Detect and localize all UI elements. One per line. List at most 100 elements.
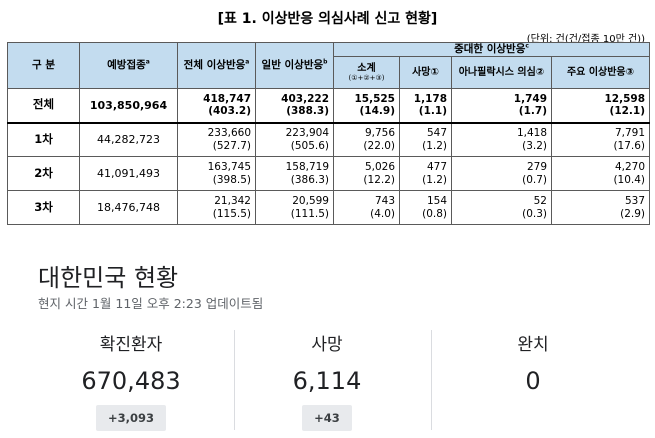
stat-change: +43 — [302, 405, 352, 431]
table-cell: 20,599 (111.5) — [255, 190, 334, 225]
header-anaphylaxis: 아나필락시스 의심② — [451, 56, 552, 89]
table-cell: 103,850,964 — [79, 88, 178, 124]
anaphylaxis-rate-value: (1.7) — [518, 105, 547, 118]
total-value: 233,660 — [207, 127, 251, 140]
unit-note: (단위: 건(건/접종 10만 건)) — [526, 34, 645, 45]
label-value: 2차 — [34, 165, 53, 180]
stat-value: 0 — [525, 367, 541, 395]
table-cell: 18,476,748 — [79, 190, 178, 225]
table-cell: 2차 — [7, 156, 80, 191]
table-cell: 3차 — [7, 190, 80, 225]
general-rate-value: (505.6) — [290, 139, 329, 152]
table-cell: 44,282,723 — [79, 122, 178, 157]
table-cell: 9,756 (22.0) — [333, 122, 400, 157]
table-cell: 233,660 (527.7) — [177, 122, 256, 157]
subtotal-rate-value: (12.2) — [363, 173, 395, 186]
stat-value: 670,483 — [81, 367, 181, 395]
table-cell: 41,091,493 — [79, 156, 178, 191]
death-value: 1,178 — [413, 92, 447, 105]
widget-updated: 현지 시간 1월 11일 오후 2:23 업데이트됨 — [38, 296, 264, 311]
death-value: 477 — [426, 160, 447, 173]
major-value: 7,791 — [614, 127, 646, 140]
table-cell: 279 (0.7) — [451, 156, 552, 191]
general-value: 158,719 — [285, 160, 329, 173]
general-value: 403,222 — [281, 92, 329, 105]
table-cell: 1,749 (1.7) — [451, 88, 552, 124]
header-subtotal: 소계 (①+②+③) — [333, 56, 400, 89]
death-rate-value: (1.1) — [418, 105, 447, 118]
table-cell: 223,904 (505.6) — [255, 122, 334, 157]
table-title: [표 1. 이상반응 의심사례 신고 현황] — [217, 11, 438, 27]
table-cell: 154 (0.8) — [399, 190, 452, 225]
divider — [431, 330, 432, 430]
major-rate-value: (12.1) — [609, 105, 646, 118]
anaphylaxis-value: 52 — [533, 194, 547, 207]
table-cell: 1,178 (1.1) — [399, 88, 452, 124]
table-cell: 7,791 (17.6) — [550, 122, 651, 157]
stat-confirmed: 확진환자 670,483 +3,093 — [36, 330, 226, 431]
table-cell: 1,418 (3.2) — [451, 122, 552, 157]
adverse-event-table: 구 분 예방접종a 전체 이상반응a 일반 이상반응b 중대한 이상반응c 소계… — [7, 42, 651, 225]
subtotal-rate-value: (14.9) — [359, 105, 395, 118]
anaphylaxis-rate-value: (0.7) — [522, 173, 547, 186]
stat-label: 확진환자 — [99, 335, 163, 355]
header-total-ae: 전체 이상반응a — [177, 42, 256, 89]
death-value: 154 — [426, 194, 447, 207]
stat-label: 사망 — [311, 335, 343, 355]
subtotal-value: 5,026 — [364, 160, 395, 173]
major-value: 4,270 — [614, 160, 646, 173]
table-cell: 전체 — [7, 88, 80, 124]
vaccinations-value: 41,091,493 — [97, 166, 160, 180]
vaccinations-value: 103,850,964 — [89, 98, 168, 112]
general-value: 223,904 — [285, 127, 329, 140]
anaphylaxis-value: 1,749 — [513, 92, 547, 105]
label-value: 전체 — [32, 97, 55, 112]
total-rate-value: (403.2) — [208, 105, 251, 118]
subtotal-value: 743 — [374, 194, 395, 207]
vaccinations-value: 44,282,723 — [97, 133, 160, 147]
general-rate-value: (388.3) — [286, 105, 329, 118]
table-cell: 163,745 (398.5) — [177, 156, 256, 191]
vaccinations-value: 18,476,748 — [97, 200, 160, 214]
table-cell: 4,270 (10.4) — [550, 156, 651, 191]
anaphylaxis-rate-value: (0.3) — [522, 207, 547, 220]
header-vaccinations: 예방접종a — [79, 42, 178, 89]
table-cell: 21,342 (115.5) — [177, 190, 256, 225]
total-value: 21,342 — [214, 194, 251, 207]
stat-recovered: 완치 0 — [438, 330, 628, 395]
table-cell: 743 (4.0) — [333, 190, 400, 225]
table-cell: 12,598 (12.1) — [550, 88, 651, 124]
general-value: 20,599 — [292, 194, 329, 207]
total-rate-value: (398.5) — [212, 173, 251, 186]
major-value: 12,598 — [604, 92, 646, 105]
total-rate-value: (115.5) — [212, 207, 251, 220]
divider — [234, 330, 235, 430]
death-rate-value: (1.2) — [422, 173, 447, 186]
table-row: 3차 18,476,748 21,342 (115.5) 20,599 (111.5) 74… — [7, 190, 651, 225]
death-rate-value: (1.2) — [422, 139, 447, 152]
subtotal-value: 9,756 — [364, 127, 395, 140]
subtotal-value: 15,525 — [354, 92, 395, 105]
table-row: 전체 103,850,964 418,747 (403.2) 403,222 (388.3… — [7, 88, 651, 124]
general-rate-value: (111.5) — [290, 207, 329, 220]
death-value: 547 — [426, 127, 447, 140]
table-cell: 5,026 (12.2) — [333, 156, 400, 191]
label-value: 1차 — [34, 131, 53, 146]
anaphylaxis-value: 279 — [526, 160, 547, 173]
death-rate-value: (0.8) — [422, 207, 447, 220]
header-major-ae: 주요 이상반응③ — [550, 56, 651, 89]
table-cell: 537 (2.9) — [550, 190, 651, 225]
table-cell: 52 (0.3) — [451, 190, 552, 225]
subtotal-rate-value: (22.0) — [363, 139, 395, 152]
widget-title: 대한민국 현황 — [38, 264, 179, 292]
table-cell: 547 (1.2) — [399, 122, 452, 157]
total-rate-value: (527.7) — [212, 139, 251, 152]
header-serious-ae: 중대한 이상반응c — [332, 42, 651, 57]
label-value: 3차 — [34, 199, 53, 214]
stat-change: +3,093 — [95, 405, 166, 431]
major-value: 537 — [624, 194, 646, 207]
table-cell: 15,525 (14.9) — [333, 88, 400, 124]
major-rate-value: (2.9) — [620, 207, 646, 220]
anaphylaxis-rate-value: (3.2) — [522, 139, 547, 152]
major-rate-value: (10.4) — [613, 173, 646, 186]
